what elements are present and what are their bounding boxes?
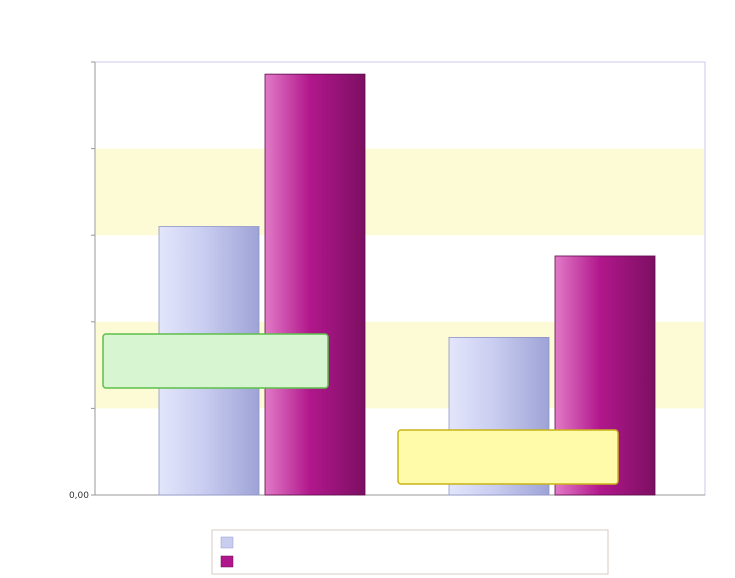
annotation-1 [102,333,329,389]
bar-series-2-category-1 [264,73,366,496]
annotation-2 [397,429,619,485]
y-tick-label: 0,00 [69,491,89,501]
background-band [96,148,704,236]
legend-swatch-series-1 [220,536,234,549]
legend-swatch-series-2 [220,555,234,568]
annotation-1-box [102,333,329,389]
legend [211,529,609,575]
legend-box [211,529,609,575]
annotation-2-box [397,429,619,485]
